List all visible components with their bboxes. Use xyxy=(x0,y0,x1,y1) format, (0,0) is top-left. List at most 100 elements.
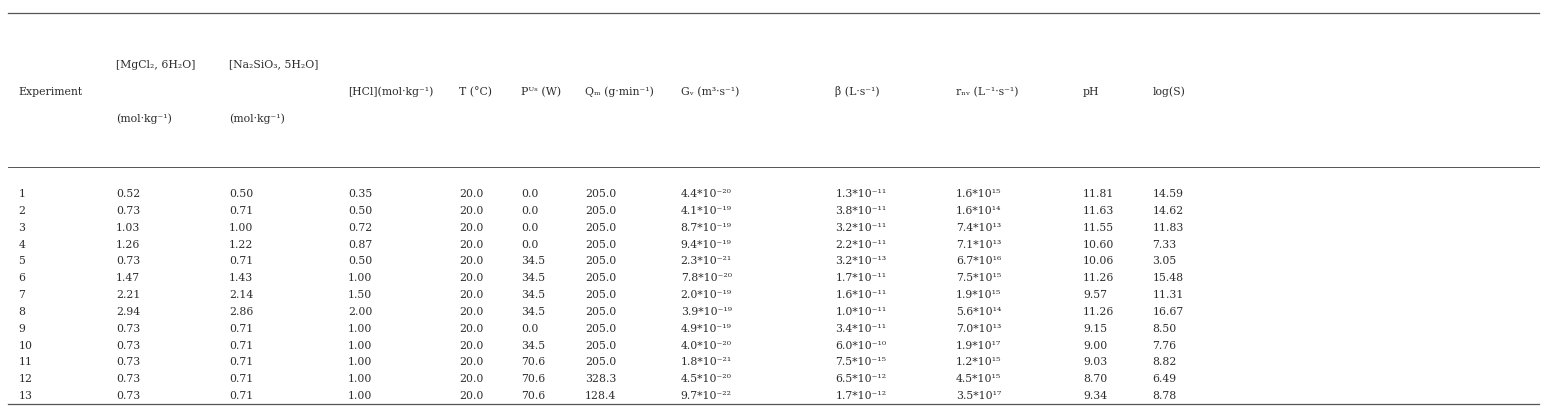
Text: 20.0: 20.0 xyxy=(459,273,484,283)
Text: 0.71: 0.71 xyxy=(229,374,254,384)
Text: 7.5*10¹⁵: 7.5*10¹⁵ xyxy=(956,273,1001,283)
Text: 7.0*10¹³: 7.0*10¹³ xyxy=(956,324,1001,334)
Text: 0.73: 0.73 xyxy=(116,374,141,384)
Text: 4.0*10⁻²⁰: 4.0*10⁻²⁰ xyxy=(681,341,732,351)
Text: 1.8*10⁻²¹: 1.8*10⁻²¹ xyxy=(681,357,732,367)
Text: 2.00: 2.00 xyxy=(348,307,373,317)
Text: 3.2*10⁻¹³: 3.2*10⁻¹³ xyxy=(835,256,886,266)
Text: 2.86: 2.86 xyxy=(229,307,254,317)
Text: 0.73: 0.73 xyxy=(116,341,141,351)
Text: 1.50: 1.50 xyxy=(348,290,373,300)
Text: 3.4*10⁻¹¹: 3.4*10⁻¹¹ xyxy=(835,324,886,334)
Text: 0.71: 0.71 xyxy=(229,357,254,367)
Text: 8: 8 xyxy=(19,307,26,317)
Text: 205.0: 205.0 xyxy=(585,239,616,249)
Text: 1.9*10¹⁵: 1.9*10¹⁵ xyxy=(956,290,1001,300)
Text: 8.70: 8.70 xyxy=(1083,374,1108,384)
Text: 9.15: 9.15 xyxy=(1083,324,1108,334)
Text: 0.50: 0.50 xyxy=(229,189,254,199)
Text: 7.76: 7.76 xyxy=(1153,341,1177,351)
Text: 1.3*10⁻¹¹: 1.3*10⁻¹¹ xyxy=(835,189,886,199)
Text: 3.5*10¹⁷: 3.5*10¹⁷ xyxy=(956,391,1001,401)
Text: 205.0: 205.0 xyxy=(585,341,616,351)
Text: 1: 1 xyxy=(19,189,26,199)
Text: 1.0*10⁻¹¹: 1.0*10⁻¹¹ xyxy=(835,307,886,317)
Text: Qₘ (g·min⁻¹): Qₘ (g·min⁻¹) xyxy=(585,86,654,97)
Text: 20.0: 20.0 xyxy=(459,341,484,351)
Text: 1.9*10¹⁷: 1.9*10¹⁷ xyxy=(956,341,1001,351)
Text: 34.5: 34.5 xyxy=(521,341,546,351)
Text: 0.71: 0.71 xyxy=(229,206,254,216)
Text: 3: 3 xyxy=(19,223,26,233)
Text: 3.9*10⁻¹⁹: 3.9*10⁻¹⁹ xyxy=(681,307,732,317)
Text: pH: pH xyxy=(1083,87,1100,97)
Text: [HCl](mol·kg⁻¹): [HCl](mol·kg⁻¹) xyxy=(348,86,433,97)
Text: 8.7*10⁻¹⁹: 8.7*10⁻¹⁹ xyxy=(681,223,732,233)
Text: 0.73: 0.73 xyxy=(116,324,141,334)
Text: 4.5*10⁻²⁰: 4.5*10⁻²⁰ xyxy=(681,374,732,384)
Text: 8.50: 8.50 xyxy=(1153,324,1177,334)
Text: 20.0: 20.0 xyxy=(459,256,484,266)
Text: [Na₂SiO₃, 5H₂O]: [Na₂SiO₃, 5H₂O] xyxy=(229,60,319,70)
Text: 1.2*10¹⁵: 1.2*10¹⁵ xyxy=(956,357,1001,367)
Text: 205.0: 205.0 xyxy=(585,189,616,199)
Text: 0.0: 0.0 xyxy=(521,189,538,199)
Text: 1.26: 1.26 xyxy=(116,239,141,249)
Text: 0.35: 0.35 xyxy=(348,189,373,199)
Text: 20.0: 20.0 xyxy=(459,239,484,249)
Text: 9: 9 xyxy=(19,324,25,334)
Text: rₙᵥ (L⁻¹·s⁻¹): rₙᵥ (L⁻¹·s⁻¹) xyxy=(956,87,1018,97)
Text: 2.0*10⁻¹⁹: 2.0*10⁻¹⁹ xyxy=(681,290,732,300)
Text: 4.4*10⁻²⁰: 4.4*10⁻²⁰ xyxy=(681,189,732,199)
Text: 205.0: 205.0 xyxy=(585,256,616,266)
Text: 2.21: 2.21 xyxy=(116,290,141,300)
Text: 0.0: 0.0 xyxy=(521,206,538,216)
Text: 10.60: 10.60 xyxy=(1083,239,1114,249)
Text: 6.7*10¹⁶: 6.7*10¹⁶ xyxy=(956,256,1001,266)
Text: 0.52: 0.52 xyxy=(116,189,141,199)
Text: 7.4*10¹³: 7.4*10¹³ xyxy=(956,223,1001,233)
Text: 1.7*10⁻¹¹: 1.7*10⁻¹¹ xyxy=(835,273,886,283)
Text: 20.0: 20.0 xyxy=(459,391,484,401)
Text: 4: 4 xyxy=(19,239,25,249)
Text: 1.6*10¹⁴: 1.6*10¹⁴ xyxy=(956,206,1001,216)
Text: 13: 13 xyxy=(19,391,32,401)
Text: 3.2*10⁻¹¹: 3.2*10⁻¹¹ xyxy=(835,223,886,233)
Text: 16.67: 16.67 xyxy=(1153,307,1183,317)
Text: 1.47: 1.47 xyxy=(116,273,141,283)
Text: 205.0: 205.0 xyxy=(585,324,616,334)
Text: 205.0: 205.0 xyxy=(585,206,616,216)
Text: 6.49: 6.49 xyxy=(1153,374,1177,384)
Text: 1.00: 1.00 xyxy=(348,357,373,367)
Text: 1.00: 1.00 xyxy=(229,223,254,233)
Text: 0.50: 0.50 xyxy=(348,206,373,216)
Text: 20.0: 20.0 xyxy=(459,357,484,367)
Text: 0.73: 0.73 xyxy=(116,391,141,401)
Text: 20.0: 20.0 xyxy=(459,374,484,384)
Text: 2.14: 2.14 xyxy=(229,290,254,300)
Text: 7.8*10⁻²⁰: 7.8*10⁻²⁰ xyxy=(681,273,732,283)
Text: 11.26: 11.26 xyxy=(1083,273,1114,283)
Text: 4.9*10⁻¹⁹: 4.9*10⁻¹⁹ xyxy=(681,324,732,334)
Text: 2.94: 2.94 xyxy=(116,307,141,317)
Text: (mol·kg⁻¹): (mol·kg⁻¹) xyxy=(116,113,172,124)
Text: [MgCl₂, 6H₂O]: [MgCl₂, 6H₂O] xyxy=(116,60,195,70)
Text: 0.71: 0.71 xyxy=(229,391,254,401)
Text: 1.6*10¹⁵: 1.6*10¹⁵ xyxy=(956,189,1001,199)
Text: 11.81: 11.81 xyxy=(1083,189,1114,199)
Text: 1.22: 1.22 xyxy=(229,239,254,249)
Text: β (L·s⁻¹): β (L·s⁻¹) xyxy=(835,86,880,97)
Text: Pᵁˢ (W): Pᵁˢ (W) xyxy=(521,87,562,97)
Text: 8.78: 8.78 xyxy=(1153,391,1177,401)
Text: 0.73: 0.73 xyxy=(116,206,141,216)
Text: 1.03: 1.03 xyxy=(116,223,141,233)
Text: 9.57: 9.57 xyxy=(1083,290,1108,300)
Text: 9.03: 9.03 xyxy=(1083,357,1108,367)
Text: 0.72: 0.72 xyxy=(348,223,373,233)
Text: 2.3*10⁻²¹: 2.3*10⁻²¹ xyxy=(681,256,732,266)
Text: 10.06: 10.06 xyxy=(1083,256,1114,266)
Text: 14.59: 14.59 xyxy=(1153,189,1183,199)
Text: 1.6*10⁻¹¹: 1.6*10⁻¹¹ xyxy=(835,290,886,300)
Text: 4.5*10¹⁵: 4.5*10¹⁵ xyxy=(956,374,1001,384)
Text: 2: 2 xyxy=(19,206,26,216)
